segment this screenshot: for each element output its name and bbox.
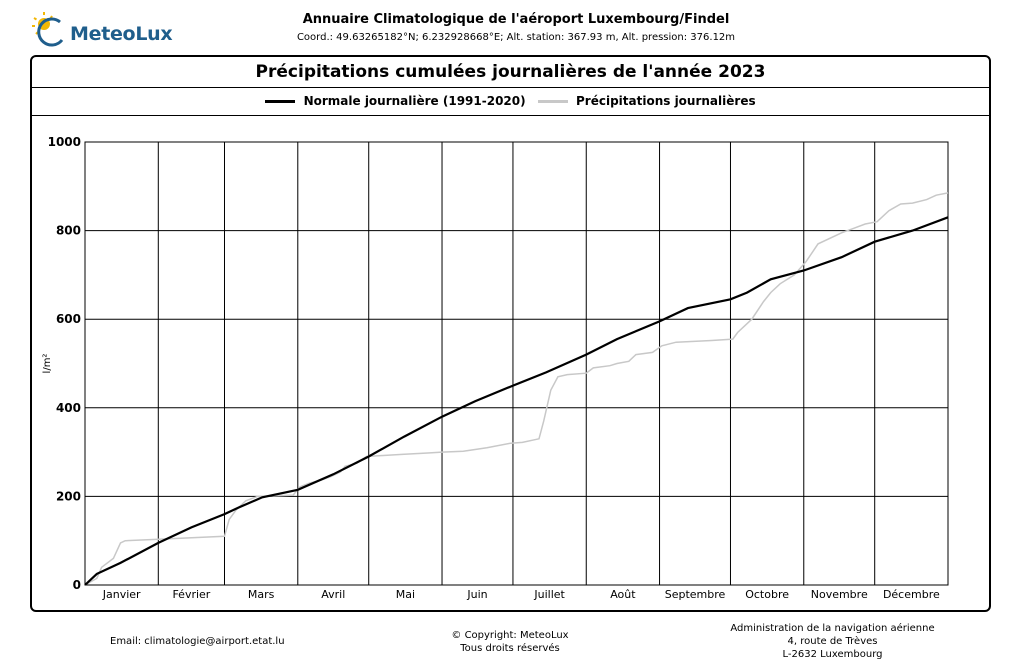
station-coordinates: Coord.: 49.63265182°N; 6.232928668°E; Al… [296, 32, 736, 43]
series-line-precipitations [84, 192, 949, 586]
x-tick-label: Août [610, 588, 636, 601]
x-tick-label: Avril [321, 588, 345, 601]
chart-legend: Normale journalière (1991-2020) Précipit… [32, 93, 989, 108]
x-tick-label: Mars [248, 588, 275, 601]
sun-icon [32, 12, 64, 47]
footer-address: Administration de la navigation aérienne… [720, 622, 945, 661]
series-line-normale [84, 216, 949, 586]
meteolux-logo: MeteoLux [30, 10, 173, 50]
legend-swatch-precip [537, 99, 568, 103]
logo-text: MeteoLux [70, 23, 173, 45]
address-line-3: L-2632 Luxembourg [782, 649, 883, 660]
x-tick-label: Novembre [811, 588, 868, 601]
x-tick-label: Septembre [665, 588, 726, 601]
y-tick-label: 600 [56, 312, 81, 326]
title-divider [32, 87, 989, 88]
address-line-1: Administration de la navigation aérienne [730, 623, 935, 634]
x-tick-label: Juillet [533, 588, 565, 601]
copyright-line-2: Tous droits réservés [460, 643, 560, 654]
footer-email: Email: climatologie@airport.etat.lu [110, 636, 285, 647]
legend-label-precip: Précipitations journalières [576, 93, 756, 108]
y-axis-label: l/m² [42, 354, 53, 374]
y-tick-label: 800 [56, 224, 81, 238]
chart-title: Précipitations cumulées journalières de … [255, 62, 766, 82]
y-tick-label: 200 [56, 489, 81, 503]
legend-item-normal: Normale journalière (1991-2020) [265, 93, 526, 108]
legend-item-precip: Précipitations journalières [537, 93, 756, 108]
y-tick-label: 0 [73, 578, 81, 592]
legend-swatch-normal [265, 99, 296, 103]
x-tick-label: Mai [396, 588, 415, 601]
x-tick-label: Décembre [883, 588, 940, 601]
legend-divider [32, 115, 989, 116]
x-tick-label: Février [172, 588, 210, 601]
address-line-2: 4, route de Trèves [787, 636, 878, 647]
legend-label-normal: Normale journalière (1991-2020) [303, 93, 526, 108]
y-tick-label: 1000 [48, 135, 81, 149]
x-tick-label: Octobre [745, 588, 789, 601]
chart-frame: Précipitations cumulées journalières de … [30, 55, 991, 612]
copyright-line-1: © Copyright: MeteoLux [451, 630, 569, 641]
x-tick-label: Janvier [102, 588, 141, 601]
y-tick-label: 400 [56, 401, 81, 415]
footer-copyright: © Copyright: MeteoLux Tous droits réserv… [430, 629, 590, 655]
x-tick-label: Juin [466, 588, 487, 601]
page-title: Annuaire Climatologique de l'aéroport Lu… [302, 12, 730, 27]
